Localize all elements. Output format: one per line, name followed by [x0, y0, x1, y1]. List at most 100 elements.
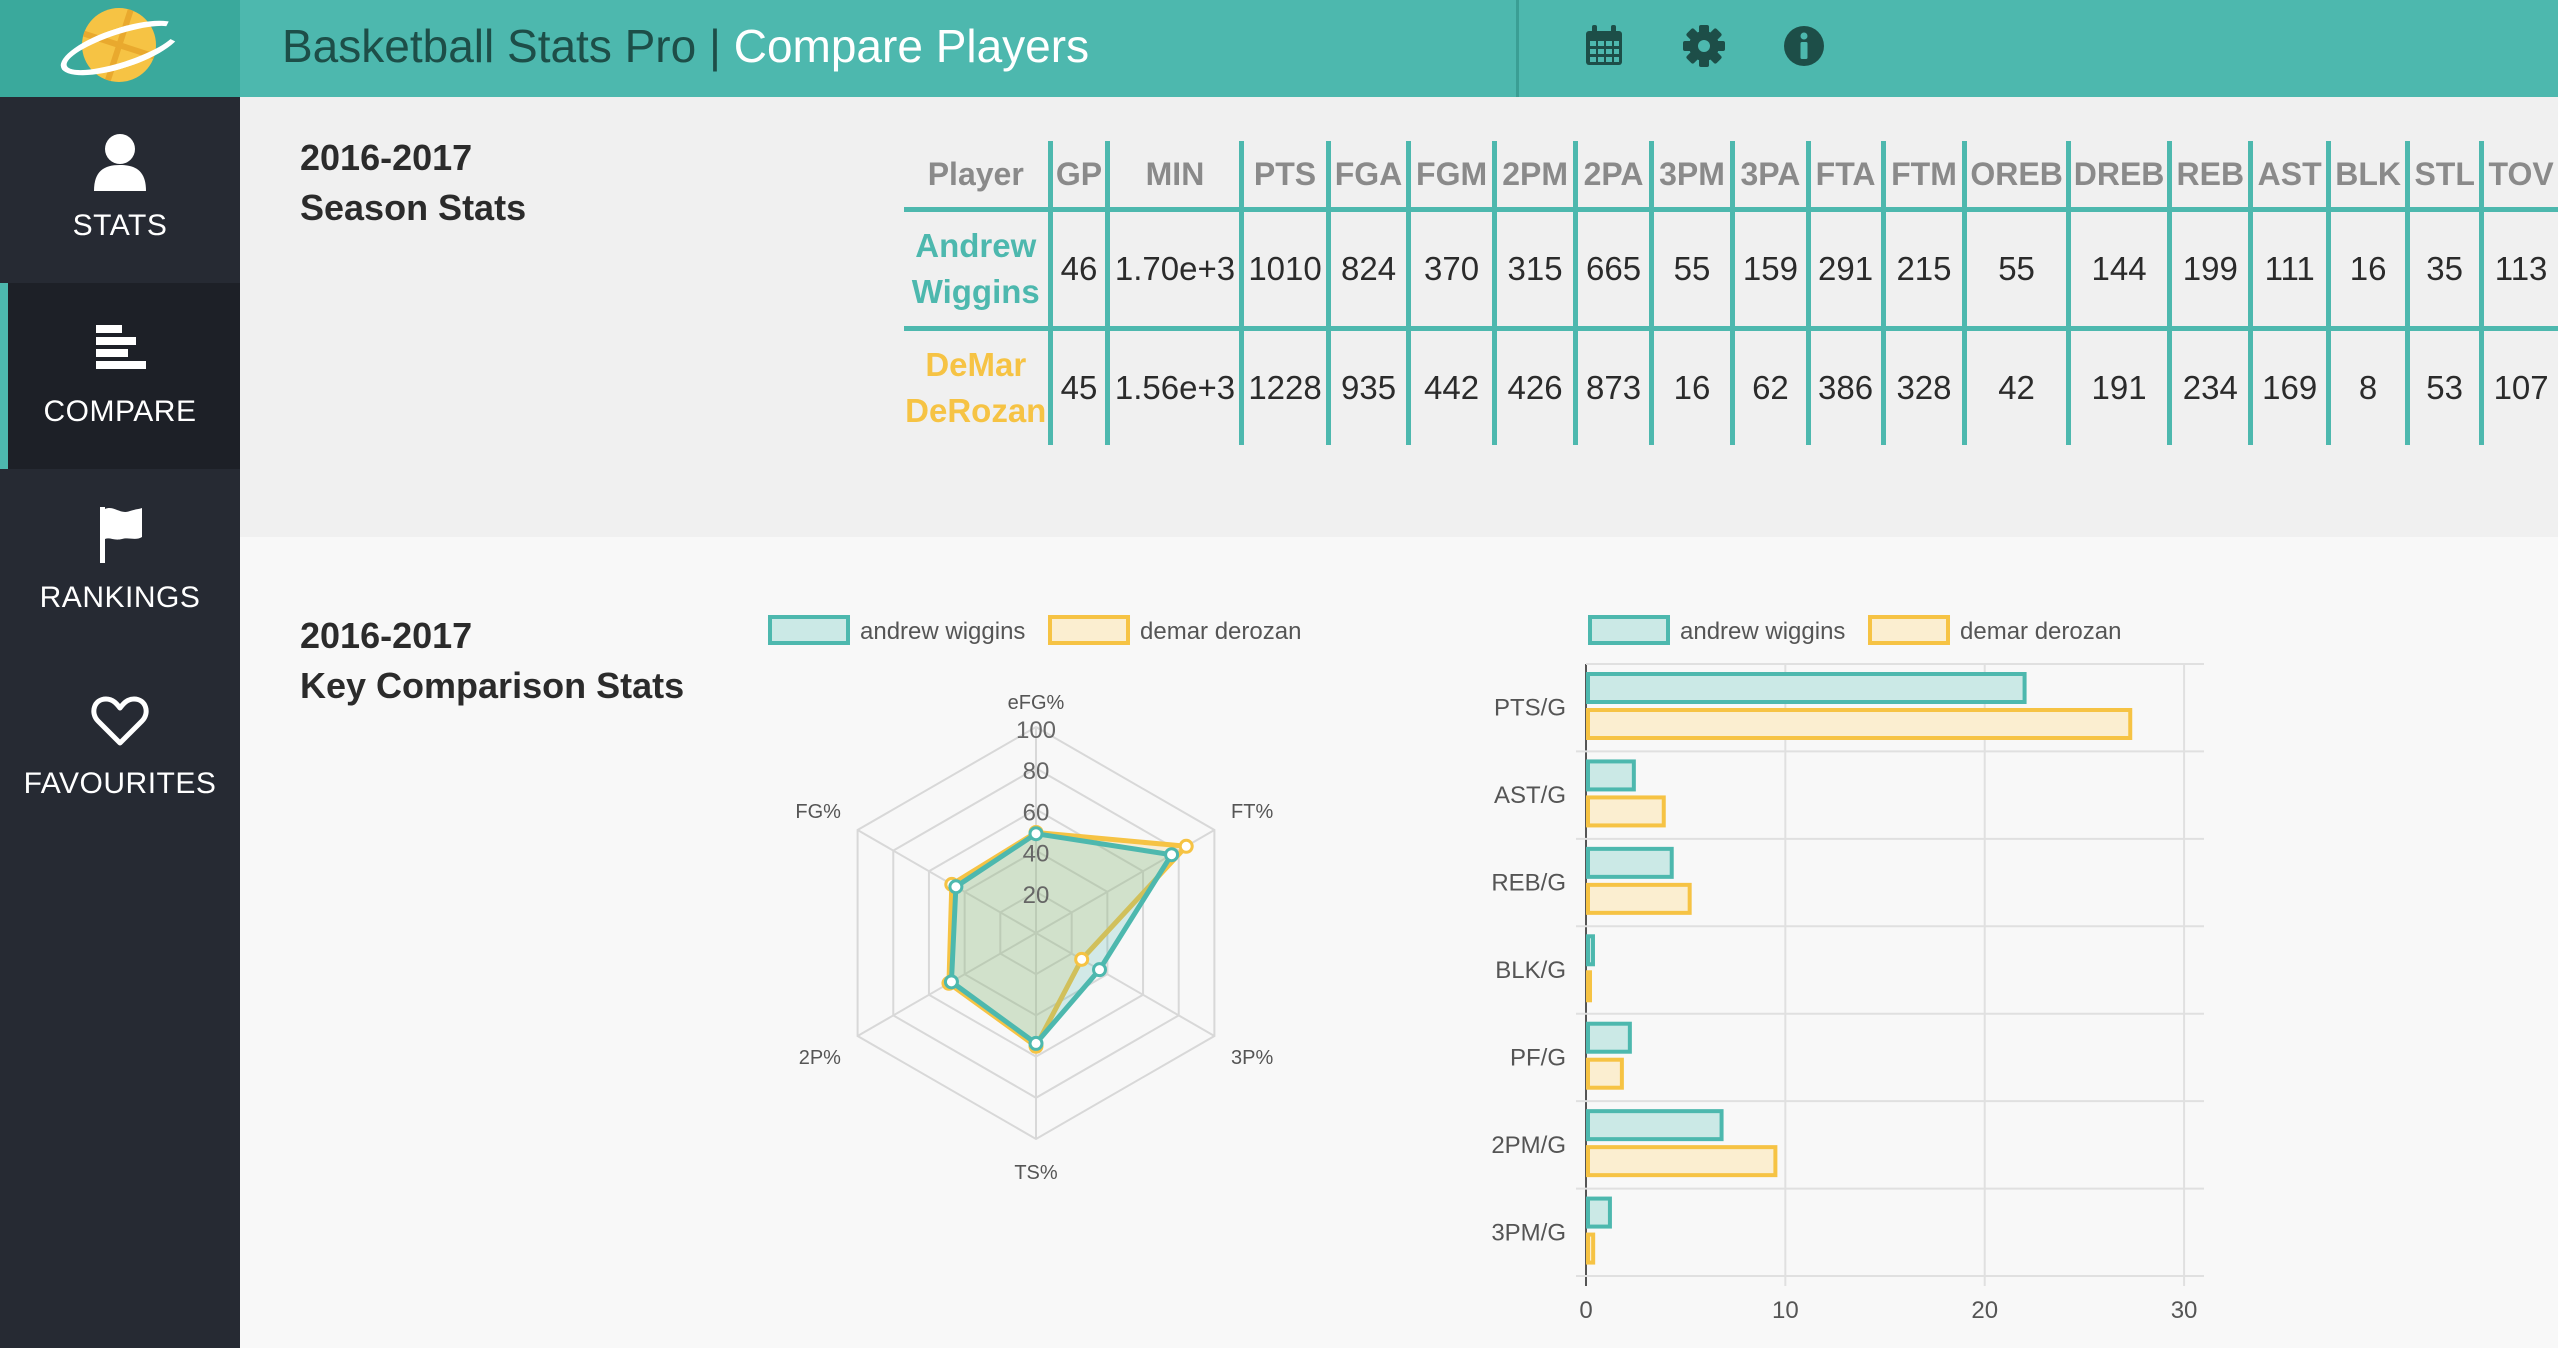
- stat-cell: 291: [1805, 209, 1884, 331]
- radar-data-point: [943, 974, 959, 990]
- title-separator: |: [708, 20, 721, 72]
- radar-axis-label: eFG%: [1008, 692, 1065, 714]
- column-header-tov[interactable]: TOV: [2479, 141, 2558, 212]
- bar-derozan: [1586, 708, 2133, 740]
- legend-entry[interactable]: andrew wiggins: [768, 615, 1025, 645]
- bars-icon: [96, 325, 146, 369]
- column-header-blk[interactable]: BLK: [2326, 141, 2408, 212]
- app-logo[interactable]: [0, 0, 240, 97]
- app-title: Basketball Stats Pro | Compare Players: [282, 18, 1089, 74]
- season-stats-table: Player GP MIN PTS FGA FGM 2PM 2PA 3PM 3PA FTA FTM OR…: [904, 141, 2558, 445]
- column-header-reb[interactable]: REB: [2167, 141, 2251, 212]
- column-header-2pm[interactable]: 2PM: [1491, 141, 1576, 212]
- radar-axis-label: TS%: [1014, 1162, 1058, 1184]
- radar-data-point: [1028, 826, 1044, 842]
- column-header-pts[interactable]: PTS: [1239, 141, 1329, 212]
- season-stats-title-year: 2016-2017: [300, 137, 473, 178]
- stat-cell: 442: [1406, 328, 1495, 445]
- radar-axis-label: FT%: [1231, 801, 1273, 823]
- column-header-fta[interactable]: FTA: [1805, 141, 1884, 212]
- radar-tick-label: 80: [1023, 758, 1050, 785]
- bar-wiggins: [1586, 934, 1595, 967]
- legend-swatch: [1588, 615, 1670, 645]
- player-last-name: Wiggins: [911, 273, 1040, 310]
- sidebar-item-label: FAVOURITES: [23, 767, 217, 800]
- bar-wiggins: [1586, 1109, 1724, 1142]
- table-header-row: Player GP MIN PTS FGA FGM 2PM 2PA 3PM 3PA FTA FTM OR…: [904, 141, 2558, 212]
- stat-cell: 46: [1047, 209, 1108, 331]
- column-header-2pa[interactable]: 2PA: [1573, 141, 1652, 212]
- column-header-player[interactable]: Player: [904, 141, 1050, 212]
- column-header-oreb[interactable]: OREB: [1962, 141, 2069, 212]
- heart-icon: [91, 696, 149, 746]
- column-header-min[interactable]: MIN: [1105, 141, 1242, 212]
- gear-icon[interactable]: [1680, 22, 1728, 70]
- column-header-dreb[interactable]: DREB: [2065, 141, 2170, 212]
- stat-cell: 328: [1880, 328, 1965, 445]
- bar-derozan: [1586, 1057, 1624, 1090]
- bar-tick-label: 10: [1772, 1297, 1799, 1324]
- header-divider: [1516, 0, 1519, 97]
- stat-cell: 55: [1648, 209, 1733, 331]
- sidebar-item-compare[interactable]: COMPARE: [0, 283, 240, 469]
- flag-icon: [100, 507, 142, 563]
- player-first-name: Andrew: [915, 227, 1037, 264]
- bar-derozan: [1586, 970, 1592, 1003]
- bar-derozan: [1586, 1232, 1596, 1265]
- key-stats-title-label: Key Comparison Stats: [300, 665, 685, 706]
- stat-cell: 111: [2248, 209, 2329, 331]
- column-header-fga[interactable]: FGA: [1325, 141, 1409, 212]
- bar-derozan: [1586, 1145, 1778, 1178]
- radar-data-point: [1028, 1035, 1044, 1051]
- legend-entry[interactable]: demar derozan: [1868, 615, 2121, 645]
- stat-cell: 1010: [1239, 209, 1329, 331]
- column-header-3pa[interactable]: 3PA: [1730, 141, 1809, 212]
- legend-swatch: [1868, 615, 1950, 645]
- stat-cell: 159: [1730, 209, 1809, 331]
- player-name-cell[interactable]: DeMar DeRozan: [904, 329, 1050, 446]
- radar-data-point: [948, 879, 964, 895]
- bar-tick-label: 20: [1971, 1297, 1998, 1324]
- column-header-stl[interactable]: STL: [2405, 141, 2482, 212]
- stat-cell: 935: [1325, 328, 1409, 445]
- key-stats-title: 2016-2017 Key Comparison Stats: [300, 611, 684, 711]
- column-header-fgm[interactable]: FGM: [1406, 141, 1495, 212]
- radar-tick-label: 100: [1016, 717, 1056, 744]
- radar-data-point: [1178, 838, 1194, 854]
- info-icon[interactable]: [1780, 22, 1828, 70]
- column-header-ast[interactable]: AST: [2248, 141, 2329, 212]
- stat-cell: 1.56e+3: [1105, 328, 1242, 445]
- legend-entry[interactable]: demar derozan: [1048, 615, 1301, 645]
- column-header-gp[interactable]: GP: [1047, 141, 1108, 212]
- key-stats-title-year: 2016-2017: [300, 615, 473, 656]
- sidebar-item-rankings[interactable]: RANKINGS: [0, 469, 240, 655]
- bar-wiggins: [1586, 672, 2027, 704]
- bar-tick-label: 30: [2171, 1297, 2198, 1324]
- stat-cell: 45: [1047, 328, 1108, 445]
- sidebar-item-label: RANKINGS: [39, 581, 201, 614]
- stat-cell: 16: [1648, 328, 1733, 445]
- calendar-icon[interactable]: [1580, 22, 1628, 70]
- radar-axis-line: [1035, 932, 1215, 1037]
- sidebar-item-favourites[interactable]: FAVOURITES: [0, 655, 240, 841]
- stat-cell: 55: [1962, 209, 2069, 331]
- legend-entry[interactable]: andrew wiggins: [1588, 615, 1845, 645]
- stat-cell: 8: [2326, 328, 2408, 445]
- column-header-ftm[interactable]: FTM: [1880, 141, 1965, 212]
- bar-category-label: BLK/G: [1495, 957, 1566, 984]
- season-stats-title-label: Season Stats: [300, 187, 527, 228]
- stat-cell: 199: [2167, 209, 2251, 331]
- radar-data-point: [1074, 951, 1090, 967]
- column-header-3pm[interactable]: 3PM: [1648, 141, 1733, 212]
- radar-tick-label: 40: [1023, 841, 1050, 868]
- legend-swatch: [1048, 615, 1130, 645]
- stat-cell: 426: [1491, 328, 1576, 445]
- sidebar-item-stats[interactable]: STATS: [0, 97, 240, 283]
- top-bar: Basketball Stats Pro | Compare Players: [0, 0, 2558, 97]
- app-name: Basketball Stats Pro: [282, 20, 697, 72]
- bar-derozan: [1586, 882, 1692, 915]
- bar-wiggins: [1586, 1021, 1632, 1054]
- player-name-cell[interactable]: Andrew Wiggins: [904, 209, 1050, 331]
- table-row: DeMar DeRozan 45 1.56e+3 1228 935 442 426 873 16 6…: [904, 328, 2558, 446]
- stat-cell: 113: [2479, 209, 2558, 331]
